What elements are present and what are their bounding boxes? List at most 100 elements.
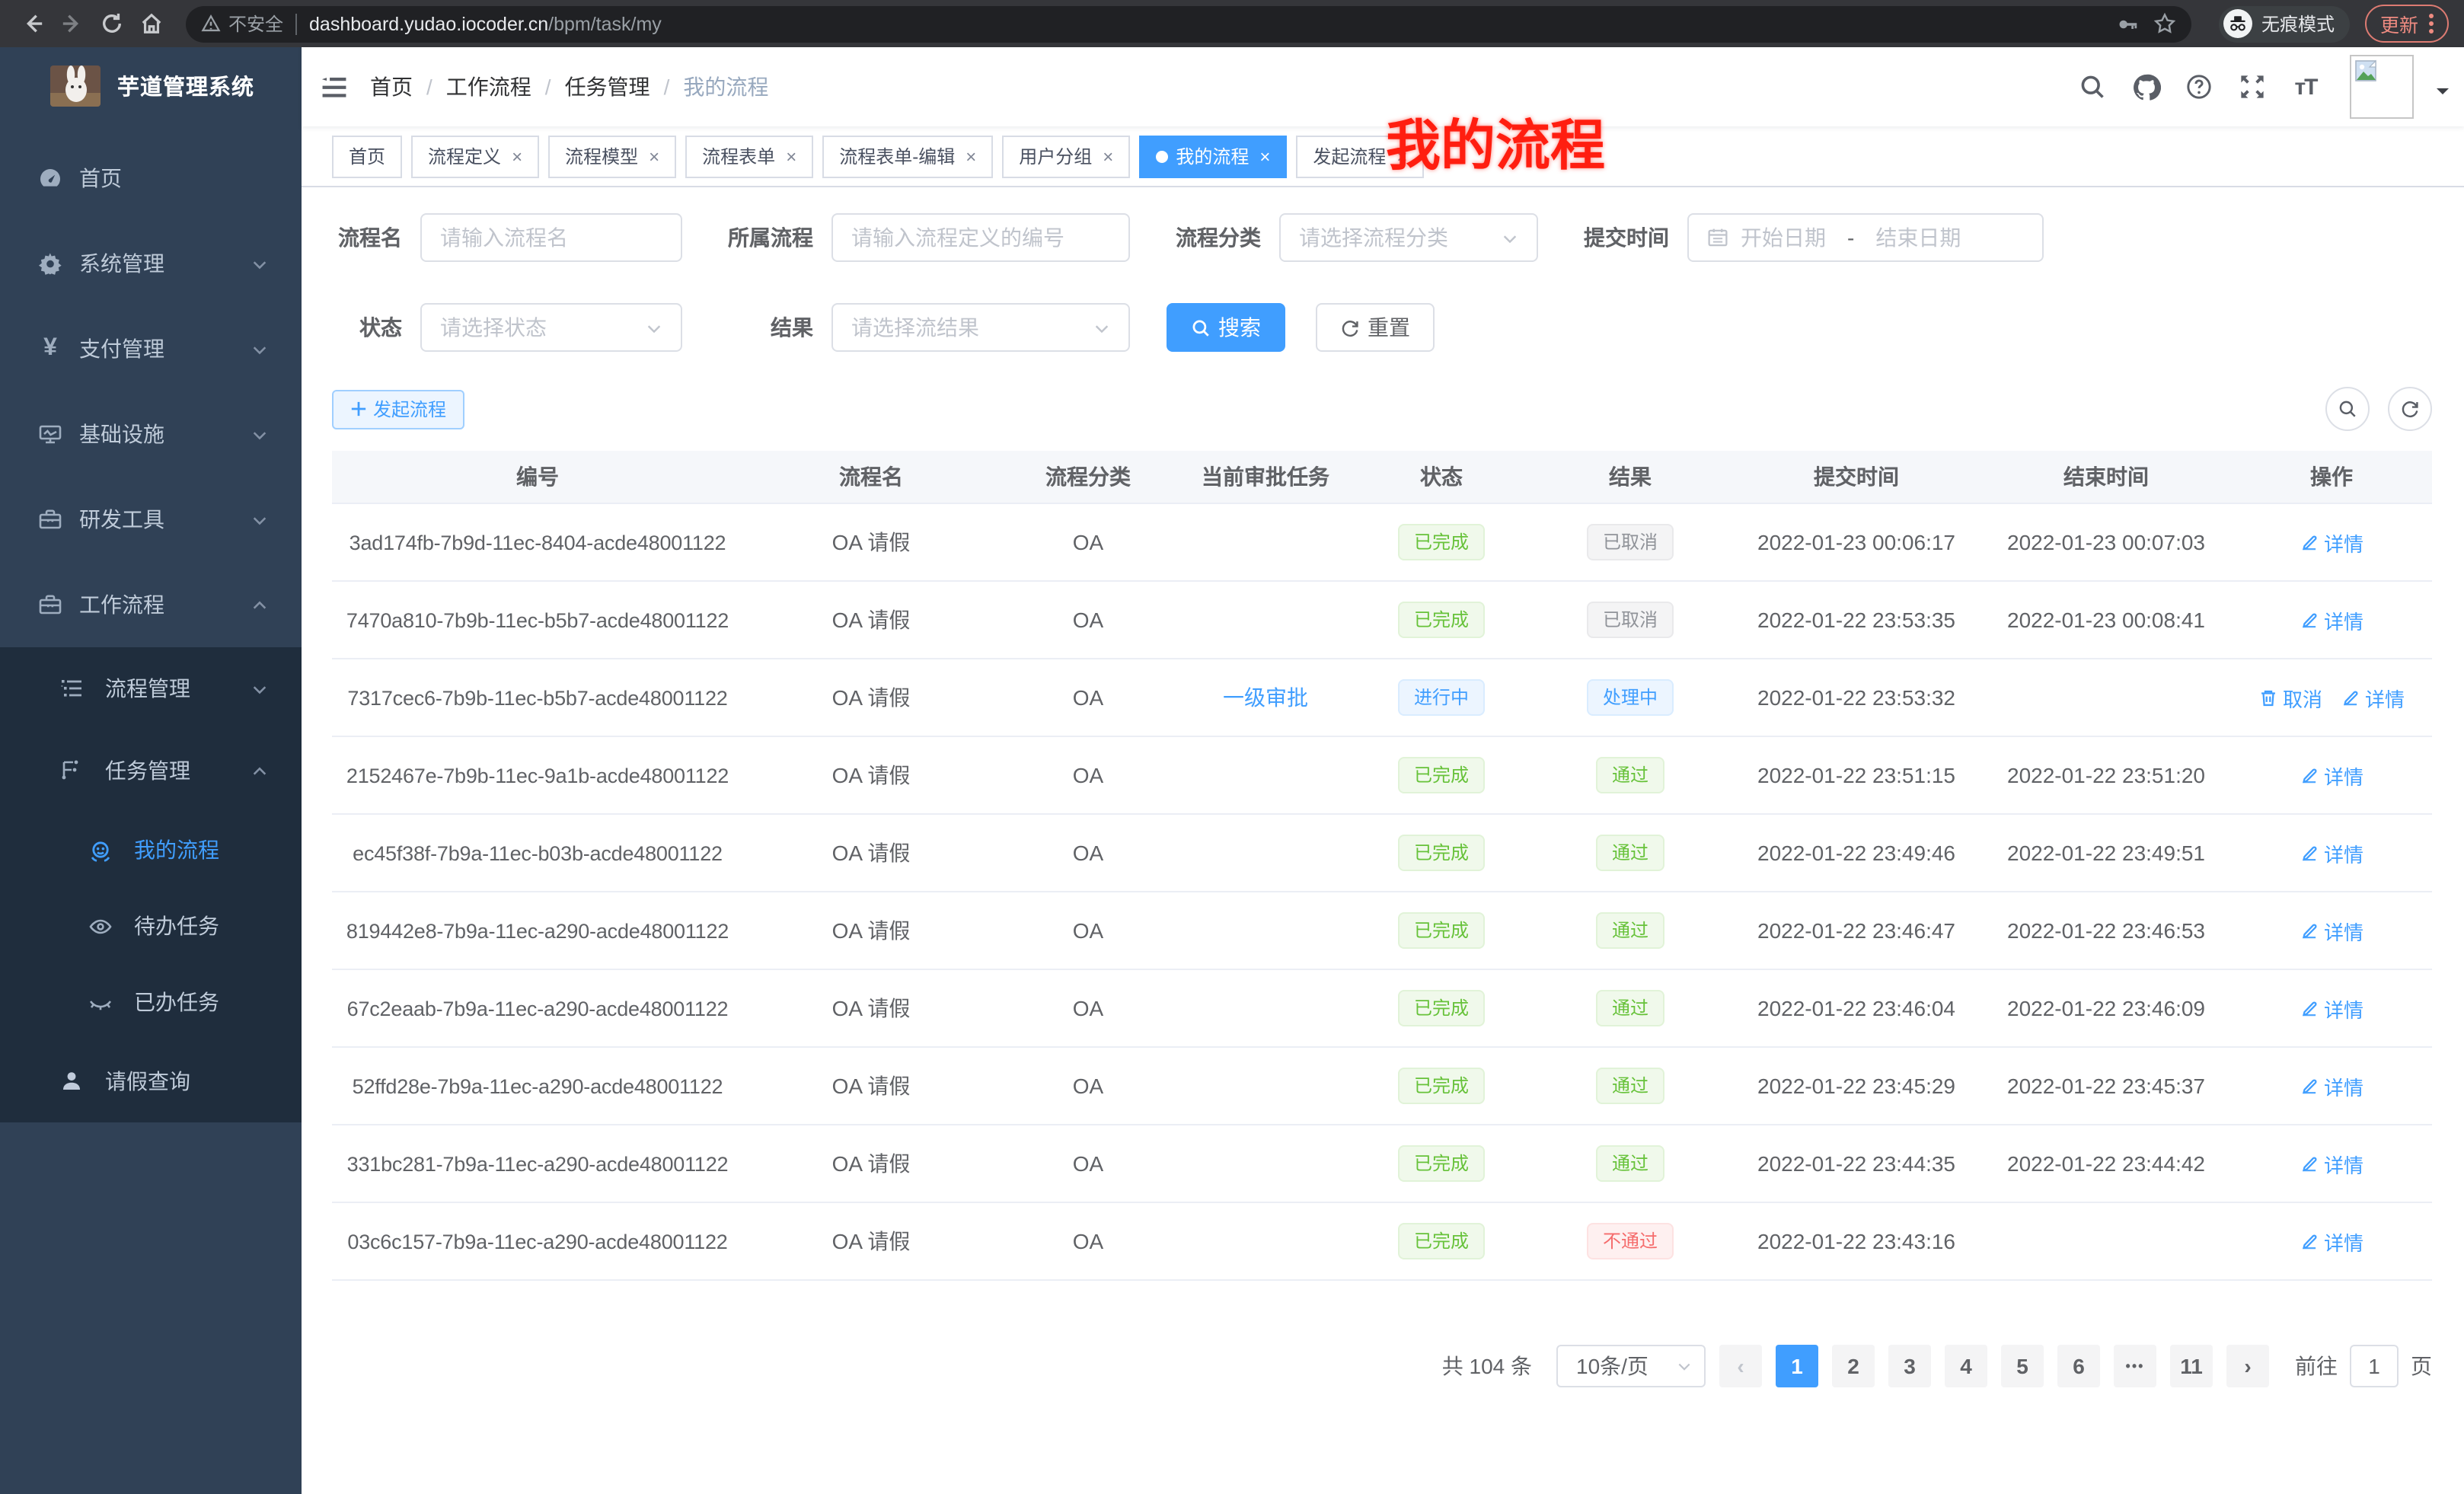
process-category-select[interactable]: 请选择流程分类 [1279, 213, 1538, 262]
detail-link[interactable]: 详情 [2300, 916, 2363, 945]
prev-page-button[interactable]: ‹ [1719, 1345, 1762, 1387]
sidebar-item-my-process[interactable]: 我的流程 [0, 812, 302, 888]
more-pages-icon[interactable]: ••• [2114, 1345, 2156, 1387]
sidebar-item-system[interactable]: 系统管理 [0, 221, 302, 306]
process-name-input[interactable]: 请输入流程名 [420, 213, 682, 262]
page-button[interactable]: 11 [2170, 1345, 2213, 1387]
page-button[interactable]: 3 [1888, 1345, 1931, 1387]
close-icon[interactable]: × [1259, 145, 1271, 167]
toggle-search-button[interactable] [2325, 387, 2370, 431]
status: 已完成 [1354, 892, 1529, 970]
process-id: 2152467e-7b9b-11ec-9a1b-acde48001122 [332, 736, 743, 815]
detail-link[interactable]: 详情 [2300, 528, 2363, 557]
tab-item[interactable]: 流程模型 × [548, 135, 677, 177]
hamburger-icon[interactable] [302, 72, 370, 101]
sidebar-item-devtools[interactable]: 研发工具 [0, 477, 302, 562]
cancel-link[interactable]: 取消 [2258, 683, 2322, 712]
refresh-table-button[interactable] [2388, 387, 2432, 431]
status-badge: 已完成 [1398, 524, 1484, 560]
create-process-button[interactable]: 发起流程 [332, 389, 465, 429]
status: 已完成 [1354, 969, 1529, 1048]
tab-home[interactable]: 首页 [332, 135, 403, 177]
result-select[interactable]: 请选择流结果 [831, 303, 1130, 352]
browser-menu-icon[interactable] [2429, 14, 2434, 34]
goto-page-input[interactable]: 1 [2350, 1345, 2399, 1387]
page-button[interactable]: 5 [2001, 1345, 2044, 1387]
sidebar-item-leave-query[interactable]: 请假查询 [0, 1040, 302, 1122]
browser-reload-icon[interactable] [94, 7, 128, 40]
close-icon[interactable]: × [786, 145, 797, 167]
sidebar-item-home[interactable]: 首页 [0, 136, 302, 221]
search-icon[interactable] [2077, 72, 2108, 102]
chevron-up-icon [251, 596, 268, 613]
sidebar-item-label: 工作流程 [79, 592, 164, 617]
avatar-caret-icon[interactable] [2437, 88, 2449, 100]
address-bar[interactable]: 不安全 dashboard.yudao.iocoder.cn/bpm/task/… [186, 5, 2191, 42]
search-button[interactable]: 搜索 [1167, 303, 1285, 352]
bookmark-star-icon[interactable] [2153, 12, 2176, 35]
page-button[interactable]: 4 [1945, 1345, 1987, 1387]
chevron-down-icon [646, 319, 662, 336]
browser-home-icon[interactable] [134, 7, 168, 40]
sidebar-item-infrastructure[interactable]: 基础设施 [0, 391, 302, 477]
status: 已完成 [1354, 1202, 1529, 1281]
page-button[interactable]: 2 [1832, 1345, 1875, 1387]
sidebar-item-todo-tasks[interactable]: 待办任务 [0, 888, 302, 964]
close-icon[interactable]: × [1396, 145, 1408, 167]
detail-link[interactable]: 详情 [2300, 605, 2363, 634]
close-icon[interactable]: × [512, 145, 523, 167]
sidebar-menu: 首页 系统管理 ¥ 支付管理 基础设施 [0, 136, 302, 1122]
tab-item[interactable]: 流程表单 × [685, 135, 814, 177]
font-size-icon[interactable]: тT [2294, 74, 2318, 100]
tab-item[interactable]: 流程表单-编辑 × [822, 135, 994, 177]
detail-link[interactable]: 详情 [2300, 838, 2363, 867]
breadcrumb-workflow[interactable]: 工作流程 [445, 75, 531, 99]
current-task-link[interactable]: 一级审批 [1223, 685, 1308, 710]
table-row: 67c2eaab-7b9a-11ec-a290-acde48001122 OA 请… [332, 969, 2432, 1048]
tab-item[interactable]: 用户分组 × [1002, 135, 1131, 177]
actions: 详情 [2231, 581, 2432, 659]
breadcrumb-task-mgmt[interactable]: 任务管理 [564, 75, 650, 99]
browser-forward-icon[interactable] [55, 7, 88, 40]
tab-item[interactable]: 发起流程 × [1296, 135, 1425, 177]
close-icon[interactable]: × [1103, 145, 1114, 167]
page-button[interactable]: 1 [1776, 1345, 1818, 1387]
close-icon[interactable]: × [649, 145, 660, 167]
avatar[interactable] [2350, 55, 2414, 119]
status-select[interactable]: 请选择状态 [420, 303, 682, 352]
sidebar: 芋道管理系统 首页 系统管理 ¥ 支付管理 [0, 47, 302, 1494]
warning-icon [201, 14, 221, 32]
sidebar-item-workflow[interactable]: 工作流程 [0, 562, 302, 647]
security-status[interactable]: 不安全 [201, 11, 283, 37]
browser-back-icon[interactable] [15, 7, 49, 40]
close-icon[interactable]: × [965, 145, 977, 167]
sidebar-item-payment[interactable]: ¥ 支付管理 [0, 306, 302, 391]
help-icon[interactable] [2184, 72, 2214, 102]
detail-link[interactable]: 详情 [2300, 1227, 2363, 1256]
key-icon[interactable] [2117, 13, 2138, 34]
github-icon[interactable] [2130, 72, 2161, 102]
detail-link[interactable]: 详情 [2300, 1149, 2363, 1178]
fullscreen-icon[interactable] [2237, 72, 2268, 102]
breadcrumb-home[interactable]: 首页 [370, 75, 413, 99]
tab-item[interactable]: 我的流程 × [1139, 135, 1288, 177]
sidebar-item-task-mgmt[interactable]: 任务管理 [0, 729, 302, 812]
detail-link[interactable]: 详情 [2300, 761, 2363, 790]
process-definition-input[interactable]: 请输入流程定义的编号 [831, 213, 1130, 262]
submit-time-range-input[interactable]: 开始日期 - 结束日期 [1687, 213, 2044, 262]
tab-item[interactable]: 流程定义 × [411, 135, 540, 177]
result: 已取消 [1529, 581, 1732, 659]
next-page-button[interactable]: › [2226, 1345, 2269, 1387]
result-badge: 已取消 [1587, 602, 1673, 638]
page-size-select[interactable]: 10条/页 [1556, 1345, 1706, 1387]
detail-link[interactable]: 详情 [2341, 683, 2405, 712]
browser-update-button[interactable]: 更新 [2364, 5, 2449, 43]
reset-button[interactable]: 重置 [1316, 303, 1435, 352]
page-button[interactable]: 6 [2057, 1345, 2100, 1387]
detail-link[interactable]: 详情 [2300, 1071, 2363, 1100]
app-logo-row[interactable]: 芋道管理系统 [0, 47, 302, 123]
detail-link[interactable]: 详情 [2300, 994, 2363, 1023]
sidebar-item-process-mgmt[interactable]: 流程管理 [0, 647, 302, 729]
sidebar-item-done-tasks[interactable]: 已办任务 [0, 964, 302, 1040]
